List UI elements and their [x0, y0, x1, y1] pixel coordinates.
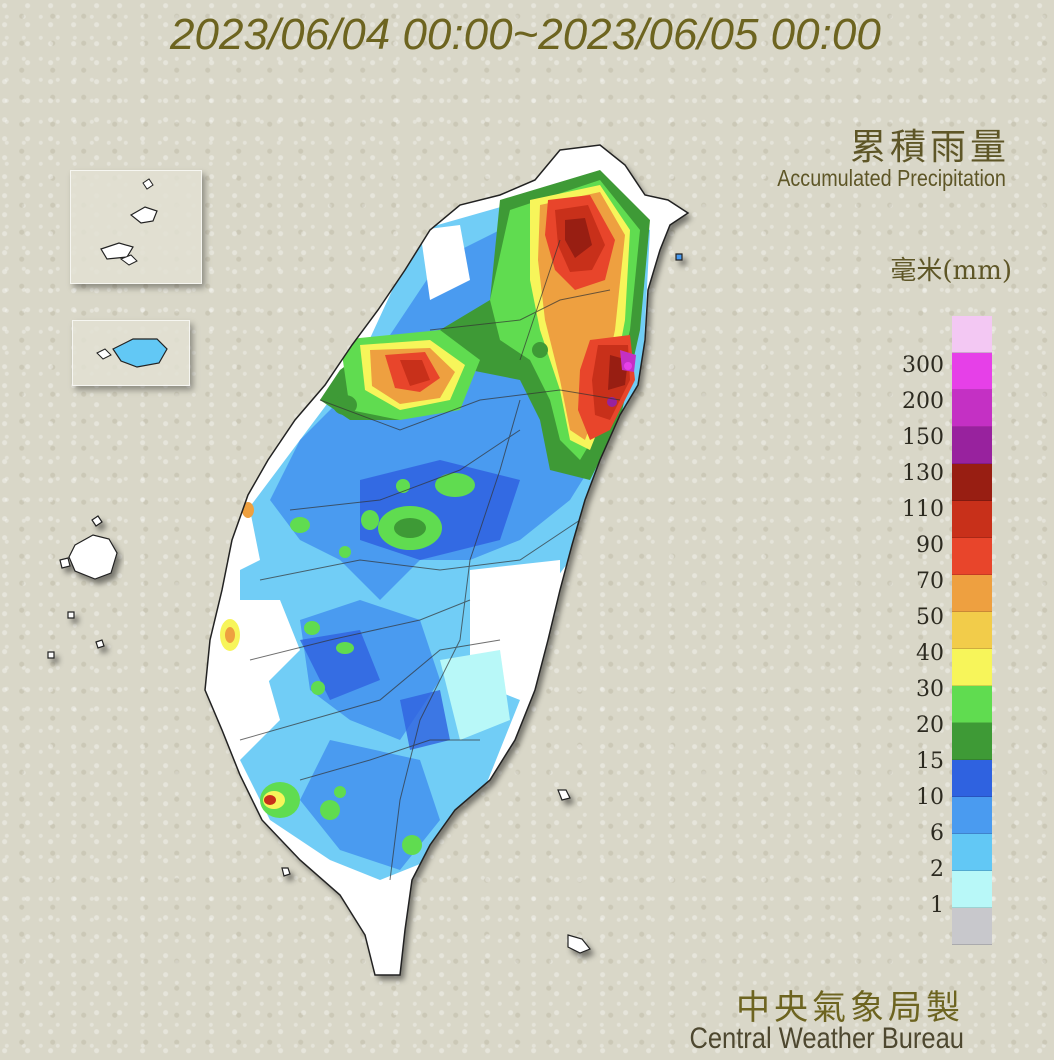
legend-label-200: 200 — [902, 389, 944, 414]
legend-swatch-7 — [952, 575, 992, 612]
legend-label-110: 110 — [902, 497, 944, 522]
matsu-islands-shape — [100, 178, 158, 266]
legend-unit: 毫米(mm) — [890, 256, 1012, 286]
legend-label-150: 150 — [902, 425, 944, 450]
legend-label-40: 40 — [916, 641, 944, 666]
legend-swatch-12 — [952, 760, 992, 797]
legend-label-15: 15 — [916, 749, 944, 774]
orchid-island — [567, 934, 591, 954]
taiwan-coastline — [204, 144, 690, 976]
legend-swatch-8 — [952, 612, 992, 649]
legend-swatch-1 — [952, 353, 992, 390]
legend-swatch-4 — [952, 464, 992, 501]
legend-label-130: 130 — [902, 461, 944, 486]
legend-swatch-9 — [952, 649, 992, 686]
legend-label-50: 50 — [916, 605, 944, 630]
liuqiu-island — [281, 867, 291, 877]
legend-swatch-11 — [952, 723, 992, 760]
legend-label-1: 1 — [930, 893, 944, 918]
legend-swatch-6 — [952, 538, 992, 575]
legend-swatch-2 — [952, 390, 992, 427]
legend-label-30: 30 — [916, 677, 944, 702]
legend-title-en: Accumulated Precipitation — [777, 165, 1006, 191]
agency-name-en: Central Weather Bureau — [689, 1022, 964, 1055]
legend-label-20: 20 — [916, 713, 944, 738]
legend-swatch-15 — [952, 871, 992, 908]
legend-label-2: 2 — [930, 857, 944, 882]
guishan-island — [675, 253, 683, 261]
legend-label-300: 300 — [902, 353, 944, 378]
legend-title-zh: 累積雨量 — [849, 127, 1010, 168]
kinmen-islands-shape — [96, 338, 168, 368]
legend-swatch-3 — [952, 427, 992, 464]
rainfall-field — [205, 170, 650, 975]
legend-swatch-14 — [952, 834, 992, 871]
legend-label-90: 90 — [916, 533, 944, 558]
legend-swatch-13 — [952, 797, 992, 834]
legend-swatch-16 — [952, 908, 992, 945]
legend-label-70: 70 — [916, 569, 944, 594]
legend-swatch-5 — [952, 501, 992, 538]
green-island — [557, 789, 571, 801]
legend-swatch-10 — [952, 686, 992, 723]
legend-label-6: 6 — [930, 821, 944, 846]
precipitation-color-scale — [952, 316, 992, 945]
agency-name-zh: 中央氣象局製 — [736, 988, 964, 1028]
legend-swatch-0 — [952, 316, 992, 353]
inset-kinmen-islands — [72, 320, 190, 386]
legend-label-10: 10 — [916, 785, 944, 810]
penghu-islands — [47, 515, 118, 659]
time-range-title: 2023/06/04 00:00~2023/06/05 00:00 — [170, 10, 881, 59]
inset-matsu-islands — [70, 170, 202, 284]
